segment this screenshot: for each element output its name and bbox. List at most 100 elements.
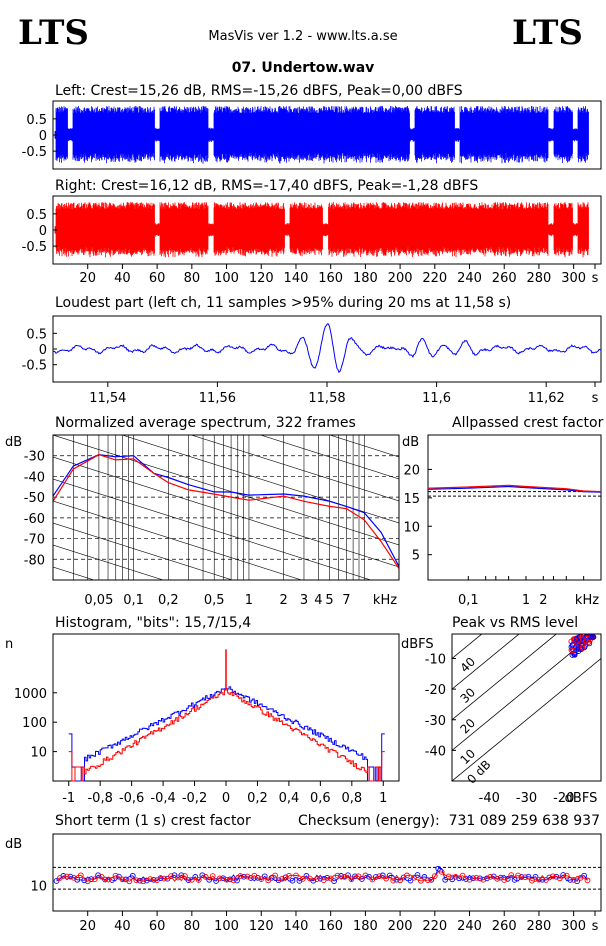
spectrum-title: Normalized average spectrum, 322 frames — [55, 415, 356, 431]
right-waveform-xtick-label-2: 60 — [149, 271, 166, 286]
peak-vs-rms-ytick-label-3: -40 — [425, 744, 446, 759]
right-waveform-ytick-label-2: -0.5 — [22, 240, 47, 255]
short-term-crest-point — [199, 872, 206, 879]
short-term-crest-point — [289, 877, 296, 884]
short-term-crest-point — [411, 874, 417, 881]
short-term-crest-xtick-label-10: 220 — [422, 919, 447, 934]
histogram-ytick-label-1: 100 — [22, 716, 47, 731]
peak-vs-rms-diag-2 — [452, 634, 557, 721]
spectrum-xtick-label-7: 4 — [314, 593, 322, 608]
right-waveform-ytick-label-0: 0.5 — [26, 208, 47, 223]
histogram-xtick-label-10: 1 — [379, 791, 387, 806]
short-term-crest-point — [91, 876, 98, 883]
short-term-crest-point — [376, 873, 383, 880]
short-term-crest-point — [539, 876, 546, 883]
short-term-crest-point — [390, 877, 397, 884]
short-term-crest-point — [508, 872, 515, 878]
spectrum-xtick-label-10: kHz — [373, 593, 397, 608]
right-waveform-xtick-label-12: 260 — [492, 271, 517, 286]
short-term-crest-point — [407, 877, 414, 884]
short-term-crest-point — [511, 877, 518, 883]
short-term-crest-xtick-label-5: 120 — [249, 919, 274, 934]
allpassed-crest-frame — [427, 434, 602, 581]
peak-vs-rms-point — [579, 645, 586, 652]
right-waveform-xtick-label-6: 140 — [284, 271, 309, 286]
file-name: 07. Undertow.wav — [232, 60, 375, 76]
short-term-crest-point — [383, 875, 390, 882]
short-term-crest-point — [307, 875, 313, 882]
histogram-xtick-label-9: 0,8 — [341, 791, 362, 806]
short-term-crest-point — [182, 873, 188, 879]
right-waveform-xtick-label-11: 240 — [457, 271, 482, 286]
histogram-xtick-label-6: 0,2 — [247, 791, 268, 806]
allpassed-crest-ytick-label-0: 20 — [403, 463, 420, 478]
spectrum-ytick-label-3: -60 — [24, 512, 45, 527]
short-term-crest-point — [175, 874, 181, 881]
short-term-crest-xtick-label-2: 60 — [149, 919, 166, 934]
short-term-crest-point — [397, 877, 403, 884]
short-term-crest-point — [438, 869, 445, 875]
short-term-crest-ytick-label-0: 10 — [30, 879, 47, 894]
allpassed-crest-ytick-label-1: 15 — [403, 492, 420, 507]
short-term-crest-point — [338, 873, 344, 879]
short-term-crest-point — [456, 875, 462, 882]
short-term-crest-xtick-label-12: 260 — [492, 919, 517, 934]
histogram-xtick-label-3: -0,4 — [150, 791, 175, 806]
short-term-crest-point — [313, 876, 320, 882]
histogram-ylabel: n — [5, 637, 13, 652]
short-term-crest-point — [57, 875, 63, 881]
histogram-ytick-label-2: 10 — [30, 746, 47, 761]
short-term-crest-point — [386, 872, 393, 879]
plots: 0.50-0.50.50-0.520 40 60 80 100 120 140 160 180 2… — [14, 100, 602, 934]
short-term-crest-xtick-label-14: 300 — [561, 919, 586, 934]
allpassed-crest-series-1 — [427, 484, 602, 493]
histogram-xtick-label-7: 0,4 — [279, 791, 300, 806]
peak-vs-rms-diagonals — [452, 634, 601, 781]
short-term-crest-point — [140, 878, 147, 885]
right-waveform-xtick-label-1: 40 — [114, 271, 131, 286]
left-waveform-ytick-label-2: -0.5 — [22, 145, 47, 160]
short-term-crest-point — [98, 873, 105, 880]
short-term-crest-point — [487, 874, 494, 880]
spectrum-xtick-label-5: 2 — [280, 593, 288, 608]
short-term-crest-point — [369, 876, 376, 883]
allpassed-crest-xtick-label-1: 1 — [522, 593, 530, 608]
short-term-crest-xtick-label-13: 280 — [527, 919, 552, 934]
histogram-xtick-label-5: 0 — [222, 791, 230, 806]
short-term-crest-point — [442, 876, 449, 883]
loudest-part-xtick-label-4: 11,62 — [528, 391, 565, 406]
short-term-crest-point — [366, 873, 372, 880]
short-term-crest-point — [154, 877, 160, 883]
loudest-part-title: Loudest part (left ch, 11 samples >95% d… — [55, 295, 511, 311]
loudest-part-ytick-label-0: 0.5 — [26, 327, 47, 342]
short-term-crest-point — [223, 876, 230, 883]
left-waveform-title: Left: Crest=15,26 dB, RMS=-15,26 dBFS, P… — [55, 83, 463, 99]
short-term-crest-point — [279, 875, 285, 882]
spectrum-frame — [52, 434, 400, 581]
peak-rms-ylabel: dBFS — [401, 637, 434, 652]
short-term-crest-point — [126, 878, 133, 885]
spectrum-slope--4 — [328, 435, 399, 458]
peak-vs-rms-point — [587, 635, 593, 641]
short-term-crest-point — [293, 872, 299, 879]
peak-vs-rms-annotation-0: 40 — [457, 655, 478, 676]
peak-vs-rms-xtick-label-0: -40 — [479, 791, 500, 806]
short-term-crest-point — [206, 876, 213, 883]
short-term-crest-xtick-label-11: 240 — [457, 919, 482, 934]
spectrum-xtick-label-3: 0,5 — [204, 593, 225, 608]
spectrum-slope-5 — [53, 544, 165, 580]
short-term-crest-point — [334, 872, 341, 879]
short-term-crest-point — [522, 874, 528, 881]
short-term-crest-point — [133, 877, 140, 884]
allpassed-crest-xtick-label-2: 2 — [539, 593, 547, 608]
short-term-crest-point — [84, 878, 91, 885]
short-term-crest-xtick-label-0: 20 — [79, 919, 96, 934]
short-term-crest-point — [435, 865, 442, 872]
short-term-crest-point — [53, 878, 60, 884]
short-term-crest-point — [320, 877, 327, 883]
short-term-crest-point — [70, 874, 77, 881]
right-waveform-xtick-label-5: 120 — [249, 271, 274, 286]
loudest-part-frame — [52, 315, 602, 383]
short-term-crest-point — [216, 875, 223, 882]
